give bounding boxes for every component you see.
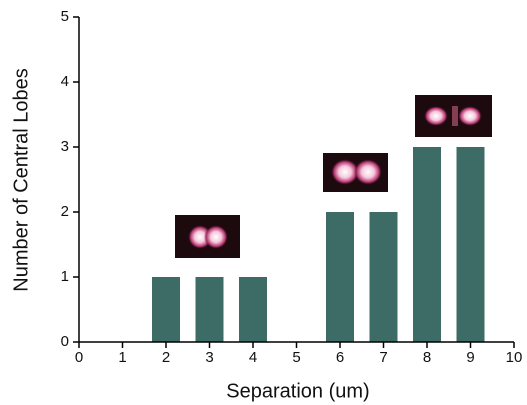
bar bbox=[456, 147, 485, 342]
y-tick-label: 0 bbox=[61, 333, 69, 350]
x-tick-label: 7 bbox=[379, 349, 387, 366]
x-axis-title: Separation (um) bbox=[226, 380, 369, 402]
x-tick-label: 3 bbox=[205, 349, 213, 366]
y-tick-label: 1 bbox=[61, 268, 69, 285]
x-tick-label: 8 bbox=[423, 349, 431, 366]
x-tick-label: 6 bbox=[336, 349, 344, 366]
bar bbox=[195, 277, 224, 342]
x-tick-label: 1 bbox=[118, 349, 126, 366]
y-tick-label: 4 bbox=[61, 73, 69, 90]
bar bbox=[152, 277, 180, 342]
bar bbox=[369, 212, 398, 342]
y-tick-label: 5 bbox=[61, 8, 69, 25]
insets bbox=[175, 95, 492, 258]
x-tick-label: 4 bbox=[249, 349, 257, 366]
x-tick-label: 2 bbox=[162, 349, 170, 366]
x-tick-label: 5 bbox=[292, 349, 300, 366]
x-tick-label: 10 bbox=[506, 349, 523, 366]
y-tick-label: 2 bbox=[61, 203, 69, 220]
x-tick-label: 0 bbox=[75, 349, 83, 366]
bar bbox=[326, 212, 354, 342]
y-tick-label: 3 bbox=[61, 138, 69, 155]
bar bbox=[413, 147, 441, 342]
y-axis-title: Number of Central Lobes bbox=[10, 68, 32, 291]
bar bbox=[239, 277, 267, 342]
x-tick-label: 9 bbox=[466, 349, 474, 366]
